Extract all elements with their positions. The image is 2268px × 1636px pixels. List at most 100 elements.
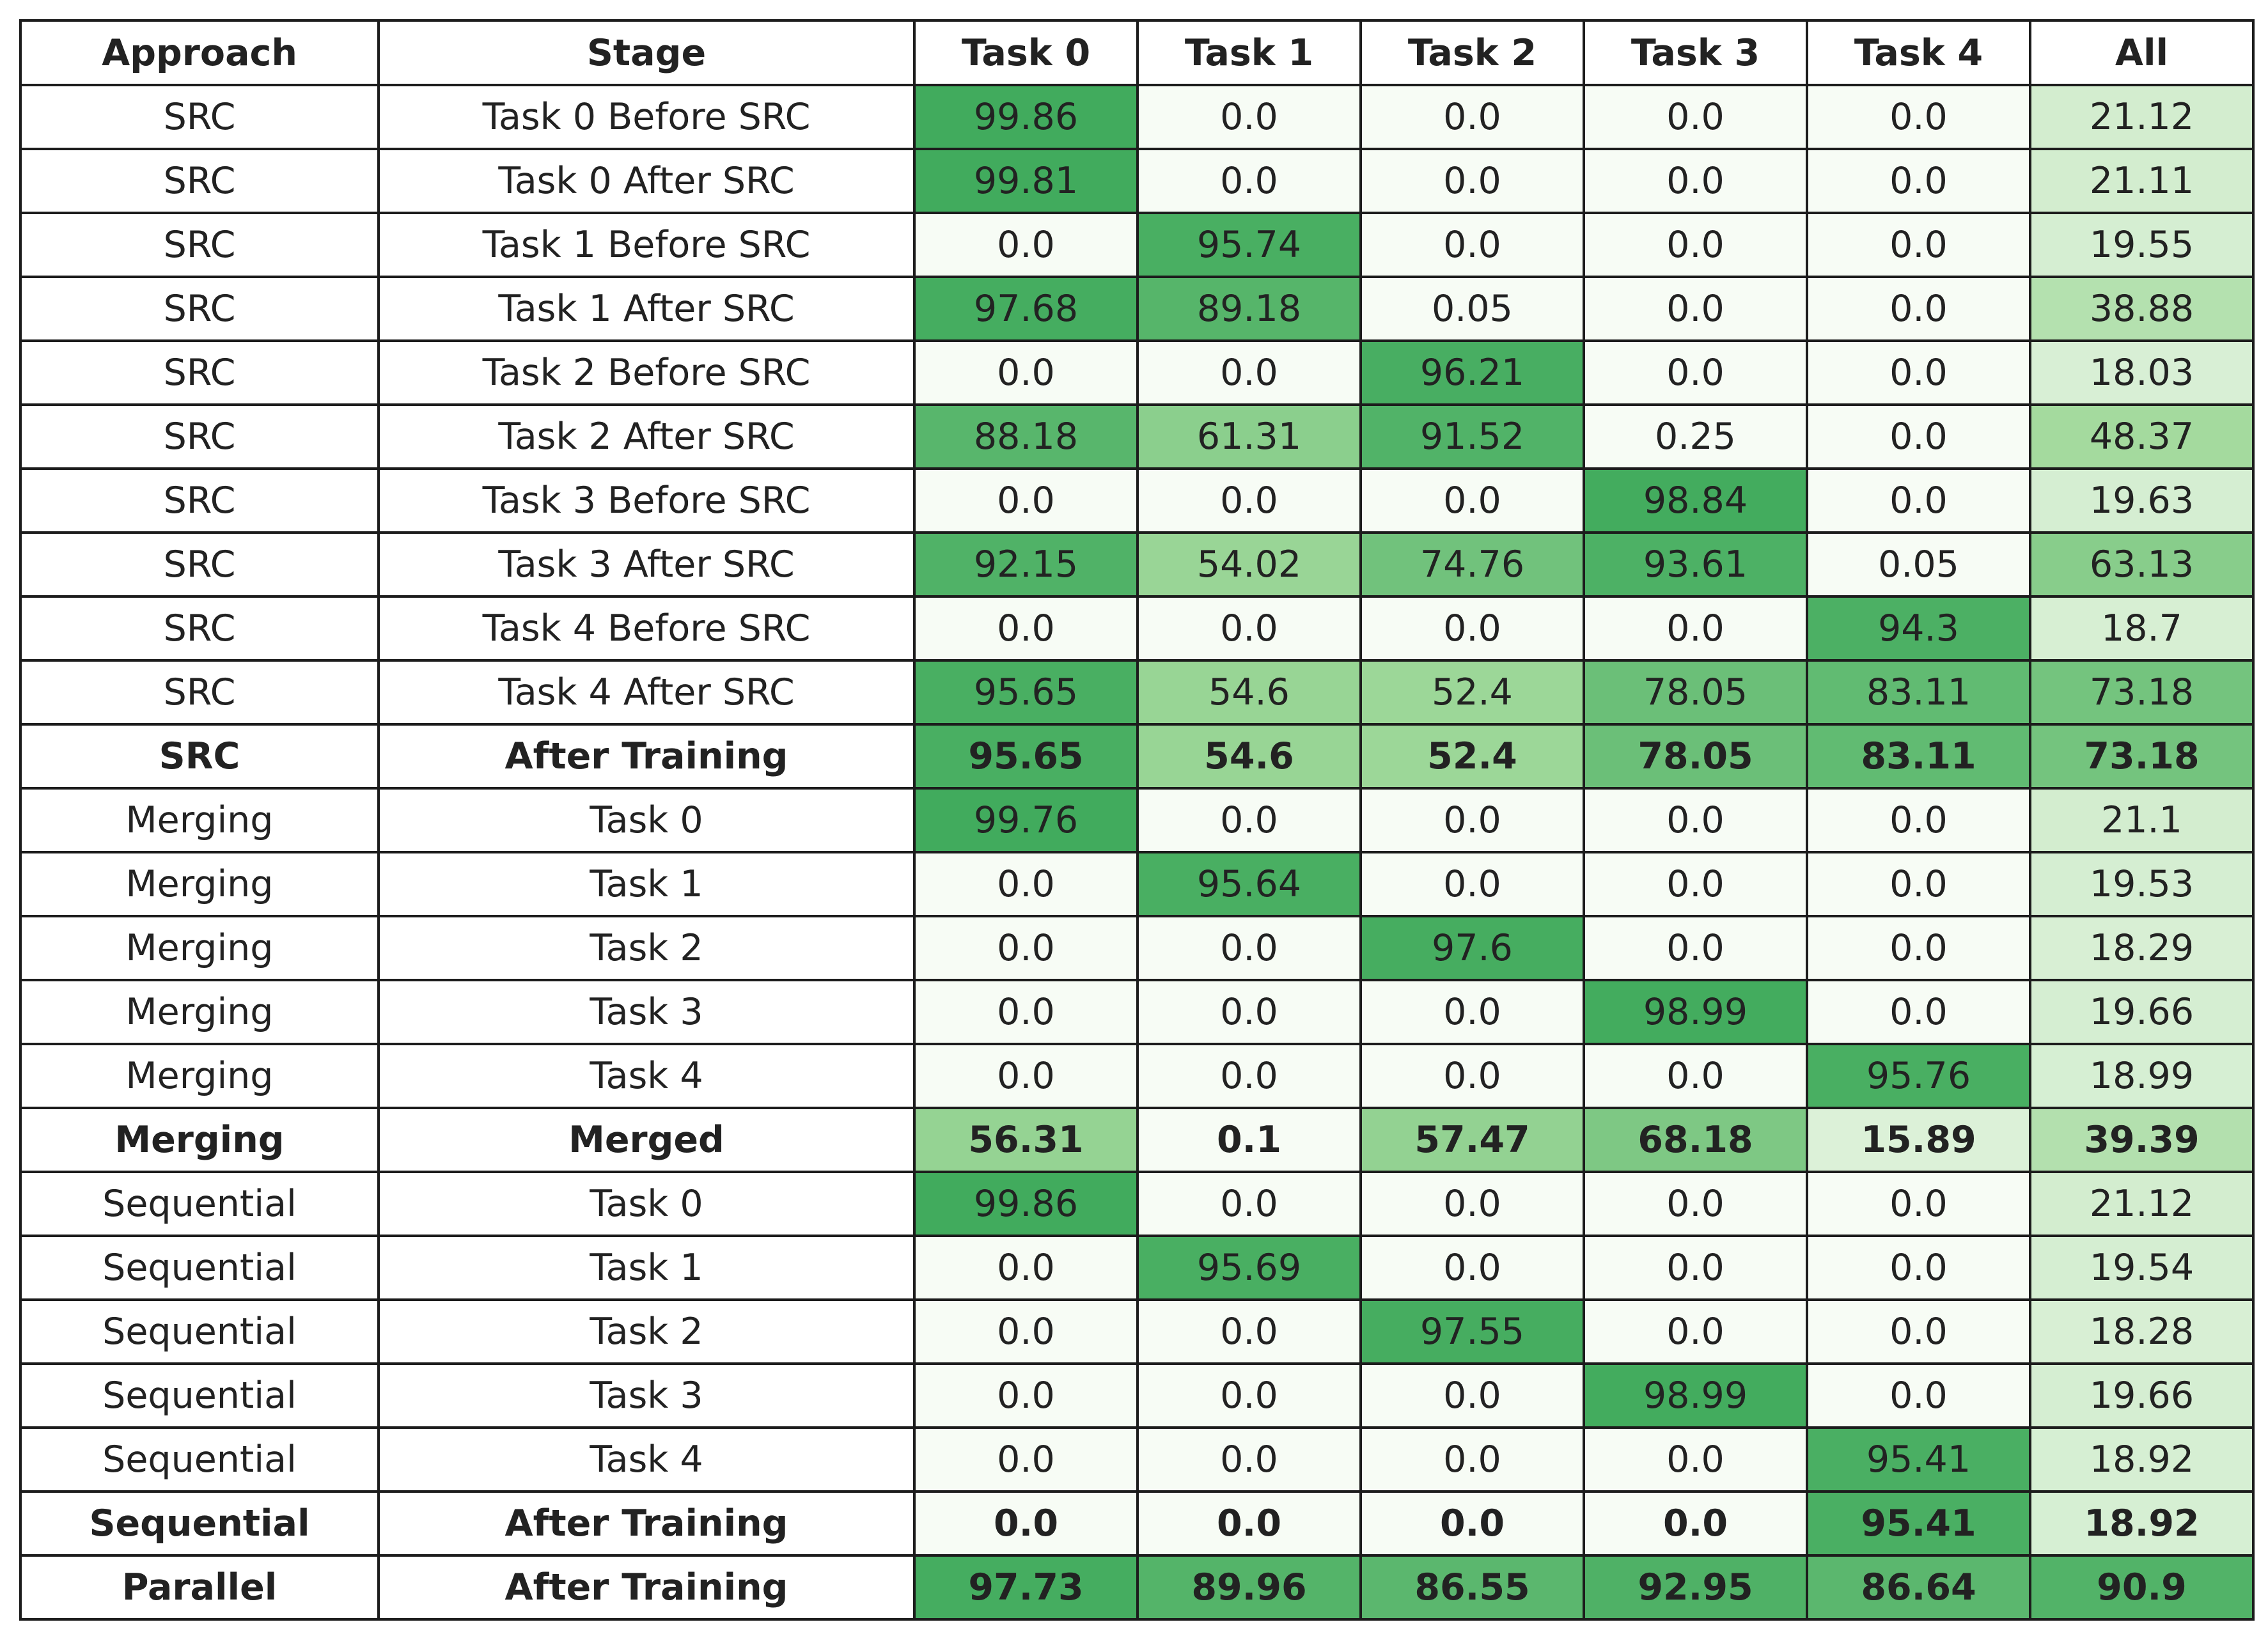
cell-task-1: 0.0	[1136, 339, 1362, 406]
cell-all: 18.7	[2029, 595, 2255, 662]
cell-task-1: 0.0	[1136, 915, 1362, 981]
cell-task-1: 0.0	[1136, 979, 1362, 1045]
cell-task-1: 0.0	[1136, 148, 1362, 214]
table-row: Sequential Task 0 99.86 0.0 0.0 0.0 0.0 21.12	[19, 1171, 2255, 1237]
cell-task-3: 68.18	[1583, 1107, 1808, 1173]
cell-stage: Task 1 Before SRC	[377, 212, 916, 278]
cell-task-1: 54.6	[1136, 659, 1362, 726]
cell-approach: Merging	[19, 979, 380, 1045]
cell-task-2: 0.0	[1359, 1235, 1585, 1301]
cell-approach: SRC	[19, 339, 380, 406]
cell-all: 48.37	[2029, 403, 2255, 470]
cell-stage: Task 3 After SRC	[377, 531, 916, 598]
cell-all: 19.53	[2029, 851, 2255, 917]
cell-approach: SRC	[19, 595, 380, 662]
cell-task-2: 0.0	[1359, 1490, 1585, 1557]
cell-task-4: 0.0	[1806, 851, 2031, 917]
cell-task-4: 0.0	[1806, 467, 2031, 534]
cell-all: 19.54	[2029, 1235, 2255, 1301]
results-table: Approach Stage Task 0 Task 1 Task 2 Task…	[19, 19, 2255, 1621]
cell-task-3: 0.0	[1583, 595, 1808, 662]
cell-stage: After Training	[377, 723, 916, 790]
table-row: Sequential Task 3 0.0 0.0 0.0 98.99 0.0 19.66	[19, 1362, 2255, 1429]
column-header-stage: Stage	[377, 19, 916, 86]
table-row: Merging Merged 56.31 0.1 57.47 68.18 15.89 39.3…	[19, 1107, 2255, 1173]
results-table-container: Approach Stage Task 0 Task 1 Task 2 Task…	[19, 19, 2255, 1621]
cell-task-2: 0.0	[1359, 851, 1585, 917]
cell-task-3: 0.25	[1583, 403, 1808, 470]
cell-all: 19.66	[2029, 1362, 2255, 1429]
table-body: SRC Task 0 Before SRC 99.86 0.0 0.0 0.0 0.0 21.…	[19, 84, 2255, 1621]
cell-all: 39.39	[2029, 1107, 2255, 1173]
cell-stage: Task 2	[377, 1298, 916, 1365]
cell-task-0: 97.73	[913, 1554, 1139, 1621]
cell-task-3: 0.0	[1583, 1298, 1808, 1365]
cell-task-2: 0.0	[1359, 148, 1585, 214]
cell-task-2: 0.0	[1359, 1043, 1585, 1109]
table-row: SRC Task 3 After SRC 92.15 54.02 74.76 93.61 0…	[19, 531, 2255, 598]
cell-task-4: 83.11	[1806, 659, 2031, 726]
cell-task-4: 0.0	[1806, 339, 2031, 406]
cell-task-4: 0.0	[1806, 1171, 2031, 1237]
cell-approach: Merging	[19, 787, 380, 853]
table-row: SRC Task 1 After SRC 97.68 89.18 0.05 0.0 0.0 3…	[19, 276, 2255, 342]
cell-task-3: 0.0	[1583, 1043, 1808, 1109]
cell-task-2: 96.21	[1359, 339, 1585, 406]
cell-task-3: 0.0	[1583, 1235, 1808, 1301]
cell-task-4: 0.0	[1806, 276, 2031, 342]
cell-stage: Task 0 After SRC	[377, 148, 916, 214]
cell-task-4: 0.0	[1806, 1362, 2031, 1429]
cell-all: 73.18	[2029, 659, 2255, 726]
cell-all: 21.12	[2029, 84, 2255, 150]
cell-all: 21.12	[2029, 1171, 2255, 1237]
cell-approach: Sequential	[19, 1171, 380, 1237]
table-row: Merging Task 4 0.0 0.0 0.0 0.0 95.76 18.99	[19, 1043, 2255, 1109]
cell-task-0: 88.18	[913, 403, 1139, 470]
cell-task-3: 98.99	[1583, 1362, 1808, 1429]
cell-task-2: 0.0	[1359, 787, 1585, 853]
cell-task-4: 0.0	[1806, 1235, 2031, 1301]
cell-approach: Parallel	[19, 1554, 380, 1621]
cell-approach: Merging	[19, 851, 380, 917]
cell-task-1: 0.0	[1136, 467, 1362, 534]
column-header-task-2: Task 2	[1359, 19, 1585, 86]
cell-approach: SRC	[19, 276, 380, 342]
cell-task-2: 0.0	[1359, 212, 1585, 278]
cell-approach: SRC	[19, 659, 380, 726]
cell-task-3: 0.0	[1583, 787, 1808, 853]
cell-task-2: 86.55	[1359, 1554, 1585, 1621]
cell-task-0: 99.86	[913, 84, 1139, 150]
cell-task-3: 0.0	[1583, 84, 1808, 150]
table-row: SRC After Training 95.65 54.6 52.4 78.05 83.11…	[19, 723, 2255, 790]
cell-task-0: 0.0	[913, 1043, 1139, 1109]
column-header-task-0: Task 0	[913, 19, 1139, 86]
cell-stage: Task 0	[377, 1171, 916, 1237]
cell-task-1: 95.64	[1136, 851, 1362, 917]
cell-task-4: 0.0	[1806, 915, 2031, 981]
column-header-all: All	[2029, 19, 2255, 86]
cell-stage: Task 0 Before SRC	[377, 84, 916, 150]
cell-task-3: 0.0	[1583, 212, 1808, 278]
cell-task-3: 78.05	[1583, 659, 1808, 726]
cell-all: 21.1	[2029, 787, 2255, 853]
cell-task-4: 0.05	[1806, 531, 2031, 598]
cell-all: 90.9	[2029, 1554, 2255, 1621]
table-row: SRC Task 0 After SRC 99.81 0.0 0.0 0.0 0.0 21.1…	[19, 148, 2255, 214]
cell-all: 18.29	[2029, 915, 2255, 981]
cell-task-0: 97.68	[913, 276, 1139, 342]
cell-task-3: 0.0	[1583, 915, 1808, 981]
cell-task-4: 0.0	[1806, 212, 2031, 278]
cell-task-1: 0.0	[1136, 1043, 1362, 1109]
cell-task-0: 0.0	[913, 851, 1139, 917]
cell-approach: Sequential	[19, 1235, 380, 1301]
cell-task-2: 0.0	[1359, 84, 1585, 150]
cell-task-4: 15.89	[1806, 1107, 2031, 1173]
cell-task-4: 0.0	[1806, 1298, 2031, 1365]
cell-task-3: 0.0	[1583, 1171, 1808, 1237]
cell-approach: Sequential	[19, 1426, 380, 1493]
cell-task-0: 0.0	[913, 1235, 1139, 1301]
cell-all: 21.11	[2029, 148, 2255, 214]
cell-task-3: 0.0	[1583, 1426, 1808, 1493]
cell-task-1: 0.0	[1136, 1171, 1362, 1237]
cell-task-3: 98.84	[1583, 467, 1808, 534]
